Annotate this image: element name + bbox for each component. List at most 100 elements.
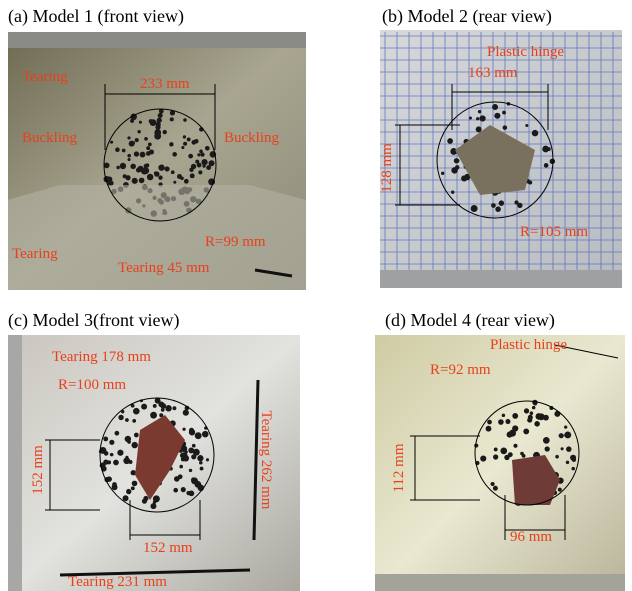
decoration <box>545 446 550 451</box>
decoration <box>523 428 529 434</box>
decoration <box>525 124 528 127</box>
decoration <box>550 159 555 164</box>
decoration <box>441 172 444 175</box>
decoration <box>158 175 162 179</box>
decoration <box>512 425 518 431</box>
decoration <box>517 203 522 208</box>
decoration <box>134 433 139 438</box>
decoration <box>139 178 145 184</box>
decoration <box>146 146 150 150</box>
decoration <box>177 174 182 179</box>
annotation: 163 mm <box>468 65 518 81</box>
decoration <box>178 474 183 479</box>
decoration <box>185 450 188 453</box>
decoration <box>133 408 140 415</box>
decoration <box>104 163 110 169</box>
annotation: Tearing <box>12 246 58 262</box>
decoration <box>492 104 498 110</box>
decoration <box>542 146 549 153</box>
decoration <box>183 410 189 416</box>
decoration <box>158 113 163 118</box>
decoration <box>134 151 139 156</box>
decoration <box>181 487 186 492</box>
decoration <box>476 117 479 120</box>
decoration <box>480 455 486 461</box>
decoration <box>127 136 130 139</box>
decoration <box>504 455 509 460</box>
decoration <box>554 411 560 417</box>
decoration <box>532 130 538 136</box>
annotation: Tearing <box>22 69 68 85</box>
decoration <box>507 432 513 438</box>
decoration <box>172 152 177 157</box>
decoration <box>141 404 147 410</box>
decoration <box>451 191 454 194</box>
decoration <box>113 460 119 466</box>
annotation: Tearing 45 mm <box>118 260 210 276</box>
decoration <box>107 177 112 182</box>
decoration <box>502 414 505 417</box>
decoration <box>132 419 136 423</box>
decoration <box>558 488 562 492</box>
annotation: 152 mm <box>143 540 193 556</box>
decoration <box>112 484 118 490</box>
decoration <box>566 461 569 464</box>
decoration <box>493 454 498 459</box>
decoration <box>183 142 187 146</box>
decoration <box>123 495 129 501</box>
decoration <box>109 440 114 445</box>
decoration <box>118 415 123 420</box>
decoration <box>123 457 130 464</box>
caption: (d) Model 4 (rear view) <box>385 310 555 331</box>
decoration <box>158 164 164 170</box>
decoration <box>191 477 195 481</box>
decoration <box>532 406 536 410</box>
decoration <box>179 465 183 469</box>
decoration <box>538 413 545 420</box>
decoration <box>142 169 145 172</box>
decoration <box>502 111 506 115</box>
decoration <box>527 417 532 422</box>
decoration <box>532 400 537 405</box>
annotation: 152 mm <box>30 445 46 495</box>
decoration <box>479 115 485 121</box>
annotation: Buckling <box>22 130 77 146</box>
decoration <box>125 418 129 422</box>
decoration <box>500 448 507 455</box>
decoration <box>534 421 540 427</box>
annotation: Buckling <box>224 130 279 146</box>
decoration <box>193 449 200 456</box>
decoration <box>486 426 492 432</box>
decoration <box>154 133 161 140</box>
decoration <box>170 143 173 146</box>
decoration <box>161 408 165 412</box>
decoration <box>491 203 496 208</box>
decoration <box>494 113 500 119</box>
caption: (b) Model 2 (rear view) <box>382 6 552 27</box>
photo <box>375 335 625 591</box>
caption: (a) Model 1 (front view) <box>8 6 184 27</box>
decoration <box>122 149 126 153</box>
decoration <box>181 146 184 149</box>
decoration <box>192 444 196 448</box>
annotation: Tearing 231 mm <box>68 574 167 590</box>
decoration <box>145 163 149 167</box>
decoration <box>189 469 192 472</box>
decoration <box>471 205 478 212</box>
decoration <box>559 433 564 438</box>
decoration <box>524 408 529 413</box>
annotation: 96 mm <box>510 529 552 545</box>
decoration <box>139 121 142 124</box>
decoration <box>153 404 157 408</box>
decoration <box>206 458 209 461</box>
decoration <box>171 170 175 174</box>
decoration <box>451 167 458 174</box>
decoration <box>190 173 195 178</box>
decoration <box>120 163 126 169</box>
decoration <box>149 150 154 155</box>
decoration <box>132 442 138 448</box>
decoration <box>491 482 495 486</box>
decoration <box>182 428 185 431</box>
decoration <box>513 444 517 448</box>
decoration <box>135 138 139 142</box>
